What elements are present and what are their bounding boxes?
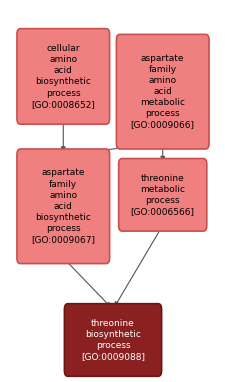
Text: aspartate
family
amino
acid
biosynthetic
process
[GO:0009067]: aspartate family amino acid biosynthetic… <box>31 168 95 244</box>
FancyBboxPatch shape <box>17 29 109 124</box>
FancyBboxPatch shape <box>116 34 208 149</box>
FancyBboxPatch shape <box>17 149 109 264</box>
FancyBboxPatch shape <box>118 159 206 231</box>
Text: threonine
biosynthetic
process
[GO:0009088]: threonine biosynthetic process [GO:00090… <box>81 319 144 361</box>
Text: cellular
amino
acid
biosynthetic
process
[GO:0008652]: cellular amino acid biosynthetic process… <box>31 44 95 108</box>
Text: aspartate
family
amino
acid
metabolic
process
[GO:0009066]: aspartate family amino acid metabolic pr… <box>130 54 194 129</box>
FancyBboxPatch shape <box>64 304 161 376</box>
Text: threonine
metabolic
process
[GO:0006566]: threonine metabolic process [GO:0006566] <box>130 174 194 216</box>
